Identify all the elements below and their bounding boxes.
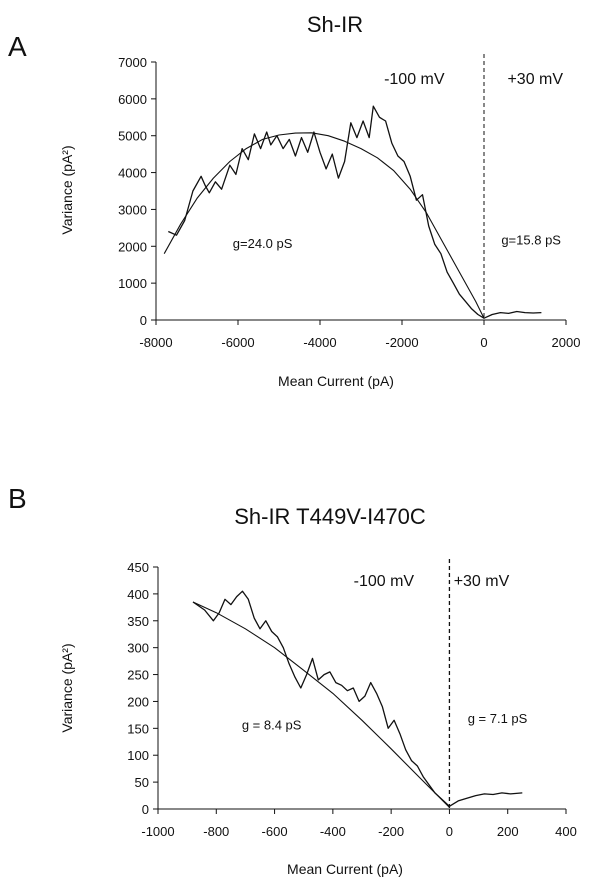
panel-label: A xyxy=(8,31,27,62)
annotation-label: -100 mV xyxy=(384,71,445,88)
x-tick-label: -1000 xyxy=(141,824,174,839)
x-tick-label: 200 xyxy=(497,824,519,839)
y-tick-label: 100 xyxy=(127,748,149,763)
y-tick-label: 6000 xyxy=(118,92,147,107)
y-tick-label: 2000 xyxy=(118,239,147,254)
fit-curve xyxy=(163,132,485,319)
annotation-label: g = 8.4 pS xyxy=(242,717,302,732)
chart-title: Sh-IR xyxy=(307,12,363,37)
y-tick-label: 250 xyxy=(127,668,149,683)
panel-a: A Sh-IR Variance (pA²) Mean Current (pA)… xyxy=(8,12,580,389)
x-tick-label: -8000 xyxy=(139,335,172,350)
x-tick-label: -600 xyxy=(262,824,288,839)
x-tick-label: 0 xyxy=(480,335,487,350)
y-tick-label: 1000 xyxy=(118,276,147,291)
x-tick-label: -400 xyxy=(320,824,346,839)
chart-title: Sh-IR T449V-I470C xyxy=(234,504,426,529)
annotation-label: +30 mV xyxy=(454,573,510,590)
y-tick-label: 5000 xyxy=(118,129,147,144)
x-tick-label: -6000 xyxy=(221,335,254,350)
panel-b: B Sh-IR T449V-I470C Variance (pA²) Mean … xyxy=(8,483,577,877)
variance-trace xyxy=(192,590,523,807)
y-axis-label: Variance (pA²) xyxy=(59,643,75,732)
y-tick-label: 200 xyxy=(127,694,149,709)
annotation-label: g=15.8 pS xyxy=(501,232,561,247)
y-tick-label: 150 xyxy=(127,721,149,736)
annotation-label: +30 mV xyxy=(507,71,563,88)
y-tick-label: 300 xyxy=(127,641,149,656)
y-tick-label: 0 xyxy=(140,313,147,328)
x-tick-label: -4000 xyxy=(303,335,336,350)
y-tick-label: 50 xyxy=(135,775,149,790)
fit-curve xyxy=(192,601,450,808)
x-axis-label: Mean Current (pA) xyxy=(287,861,403,877)
annotation-label: g=24.0 pS xyxy=(233,236,293,251)
y-tick-label: 0 xyxy=(142,802,149,817)
y-tick-label: 7000 xyxy=(118,55,147,70)
y-tick-label: 350 xyxy=(127,614,149,629)
x-axis-label: Mean Current (pA) xyxy=(278,373,394,389)
y-tick-label: 400 xyxy=(127,587,149,602)
x-tick-label: 0 xyxy=(446,824,453,839)
annotation-label: g = 7.1 pS xyxy=(468,711,528,726)
x-tick-label: 400 xyxy=(555,824,577,839)
x-tick-label: -2000 xyxy=(385,335,418,350)
y-axis-label: Variance (pA²) xyxy=(59,145,75,234)
variance-trace xyxy=(168,105,542,319)
annotation-label: -100 mV xyxy=(354,573,415,590)
y-tick-label: 450 xyxy=(127,560,149,575)
x-tick-label: -800 xyxy=(203,824,229,839)
y-tick-label: 3000 xyxy=(118,202,147,217)
x-tick-label: -200 xyxy=(378,824,404,839)
x-tick-label: 2000 xyxy=(552,335,581,350)
panel-label: B xyxy=(8,483,27,514)
y-tick-label: 4000 xyxy=(118,166,147,181)
